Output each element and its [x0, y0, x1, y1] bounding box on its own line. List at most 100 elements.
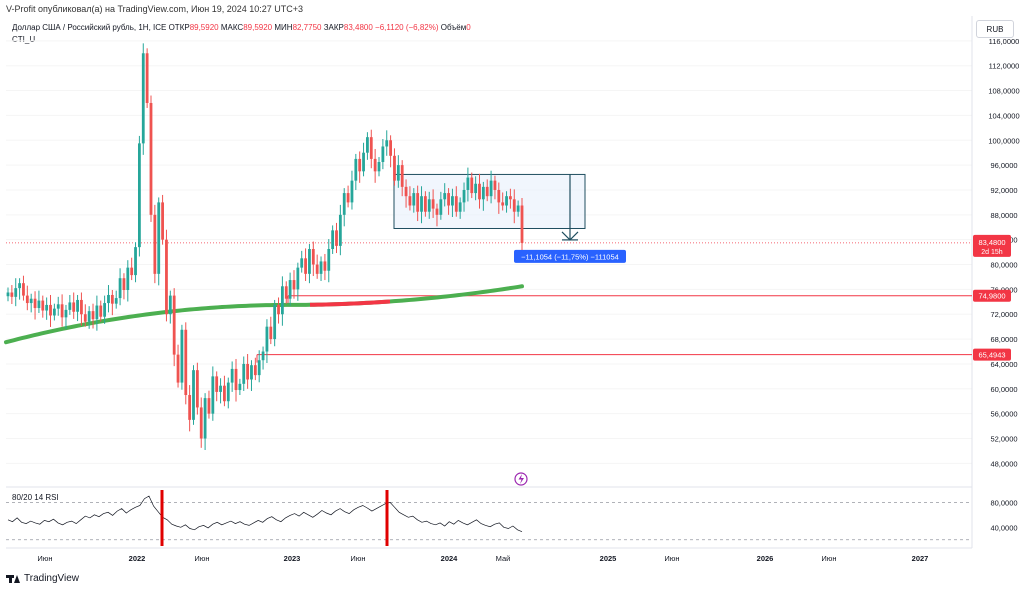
candle: [29, 293, 33, 313]
currency-button[interactable]: RUB: [976, 20, 1014, 38]
candle: [45, 297, 49, 320]
candle-body: [176, 354, 180, 383]
candle-body: [29, 298, 33, 304]
rsi-title[interactable]: 80/20 14 RSI: [12, 493, 59, 502]
candle: [327, 239, 331, 283]
candle: [168, 290, 172, 324]
candle: [331, 225, 335, 254]
price-tick-label: 48,0000: [990, 459, 1017, 468]
candle: [505, 191, 508, 213]
level-price-label: 65,4943: [978, 351, 1005, 360]
candle: [393, 148, 396, 186]
indicator-name[interactable]: CTI_U: [12, 35, 36, 44]
level-price-badge: [973, 289, 1011, 302]
price-tick-label: 108,0000: [988, 87, 1019, 96]
time-tick-label: 2024: [441, 554, 459, 563]
candle: [253, 357, 257, 381]
candle-body: [369, 137, 373, 159]
candle: [203, 393, 207, 451]
measure-label: −11,1054 (−11,75%) −111054: [521, 252, 619, 261]
candle: [358, 151, 362, 183]
candle: [280, 276, 284, 326]
candle: [377, 157, 381, 177]
candle-body: [466, 177, 470, 190]
candle: [277, 297, 280, 324]
candle-body: [373, 158, 377, 172]
candle: [284, 281, 288, 304]
candle-body: [377, 162, 381, 172]
candle-body: [458, 202, 462, 212]
candle: [481, 181, 485, 211]
candle: [385, 130, 389, 156]
candle-body: [68, 302, 72, 310]
candle: [192, 365, 195, 425]
price-tick-label: 88,0000: [990, 211, 1017, 220]
candle-body: [478, 183, 481, 200]
candle: [141, 43, 145, 155]
candle: [246, 354, 250, 389]
candle: [234, 358, 238, 402]
candle-body: [408, 196, 412, 206]
candle: [91, 303, 95, 329]
time-tick-label: 2022: [129, 554, 146, 563]
candle-body: [311, 249, 315, 265]
candle-body: [350, 180, 354, 203]
candle: [265, 319, 269, 364]
candle: [83, 304, 87, 327]
volume-value: 0: [466, 23, 471, 32]
candle: [87, 306, 91, 329]
candle: [396, 155, 400, 188]
candle-body: [195, 370, 199, 408]
ma-line: [4, 284, 524, 345]
candle-body: [41, 300, 45, 311]
rsi-tick-label: 80,0000: [990, 498, 1017, 507]
candle: [435, 203, 439, 227]
candlesticks: [6, 43, 524, 451]
lightning-icon[interactable]: [514, 472, 528, 486]
candle-body: [451, 196, 454, 206]
open-label: ОТКР: [168, 23, 190, 32]
candle: [10, 285, 14, 304]
candle-body: [257, 360, 261, 376]
candle: [485, 179, 489, 202]
candle: [238, 378, 242, 396]
candle: [157, 197, 161, 286]
candle-body: [435, 208, 439, 215]
candle-body: [153, 214, 157, 274]
candle-body: [118, 278, 122, 299]
change-value: −6,1120 (−6,82%): [375, 23, 439, 32]
candle-body: [481, 186, 485, 200]
candle-body: [149, 102, 153, 215]
candle: [493, 175, 497, 200]
low-label: МИН: [274, 23, 293, 32]
candle-body: [454, 196, 458, 212]
candle: [516, 200, 520, 217]
candle: [25, 285, 29, 311]
published-caption: V-Profit опубликовал(а) на TradingView.c…: [6, 4, 304, 14]
time-tick-label: 2026: [757, 554, 774, 563]
candle-body: [265, 326, 269, 352]
candle: [447, 188, 450, 215]
high-value: 89,5920: [243, 23, 273, 32]
candle: [427, 191, 431, 219]
candle-body: [269, 326, 273, 340]
candle: [18, 278, 21, 300]
time-tick-label: Июн: [194, 554, 209, 563]
candle-body: [284, 286, 288, 299]
candle-body: [315, 264, 319, 274]
candle-body: [211, 376, 215, 414]
level-price-badge: [973, 348, 1011, 361]
candle-body: [296, 267, 300, 290]
candle-body: [354, 158, 358, 181]
candle-body: [18, 283, 21, 289]
price-tick-label: 100,0000: [988, 136, 1019, 145]
candle: [400, 160, 404, 197]
candle-body: [489, 180, 493, 197]
candle-body: [520, 205, 524, 243]
candle-body: [165, 239, 168, 315]
candle: [315, 254, 319, 279]
candle-body: [72, 302, 76, 312]
candle: [412, 188, 416, 213]
candle-body: [412, 193, 416, 206]
